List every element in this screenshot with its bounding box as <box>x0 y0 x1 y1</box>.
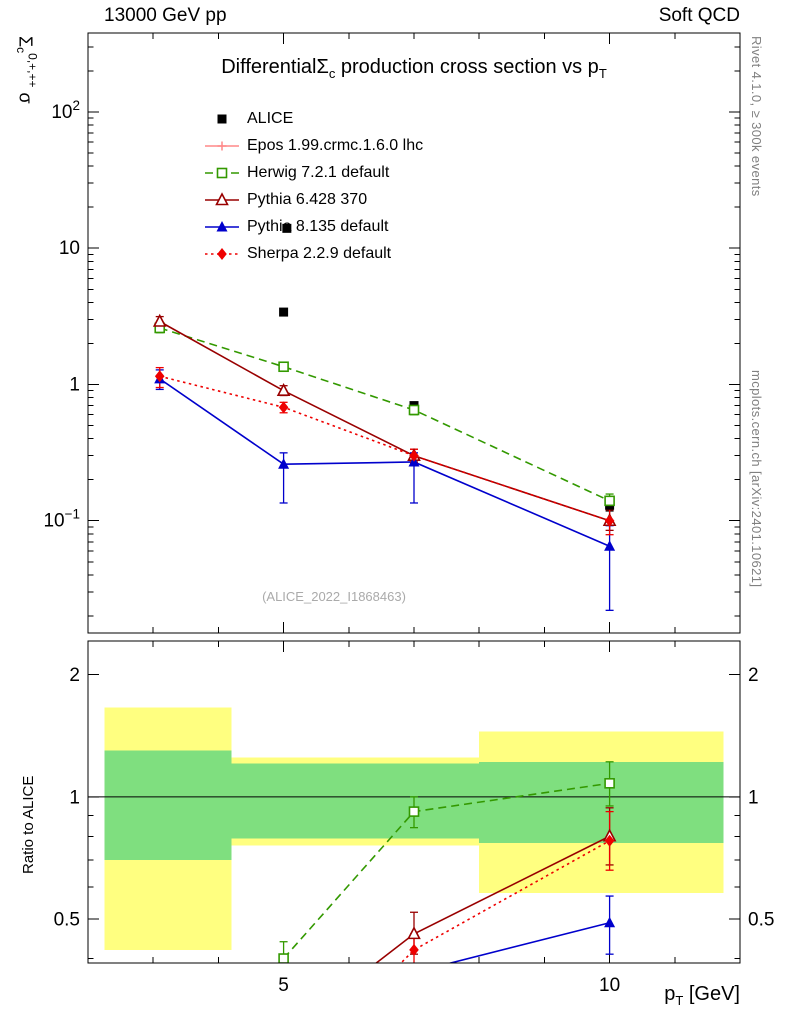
axis-ticks <box>88 33 740 963</box>
y-axis-label: Σc0,+,++ σ <box>14 36 40 104</box>
ratio-series <box>278 761 617 963</box>
ratio-tick-label-right: 0.5 <box>748 910 774 931</box>
legend-marker-cross-open <box>205 141 239 150</box>
ratio-tick-label-left: 0.5 <box>54 910 80 931</box>
y-tick-label: 10 <box>59 238 80 259</box>
x-tick-label: 10 <box>599 975 620 996</box>
legend-marker-diamond-filled <box>205 247 239 260</box>
ratio-tick-label-right: 1 <box>748 787 759 808</box>
legend-marker-square-filled <box>217 114 227 123</box>
process-group-label: Soft QCD <box>658 5 740 26</box>
tick-labels: 102 10 1 10−1 2 2 1 1 0.5 0.5 5 10 <box>43 98 774 996</box>
ratio-tick-label-left: 2 <box>69 665 80 686</box>
x-axis-label: pT [GeV] <box>664 983 740 1008</box>
legend-label: Pythia 8.135 default <box>247 217 389 235</box>
series-line <box>159 378 610 547</box>
plot-title: DifferentialΣc production cross section … <box>221 56 607 81</box>
inner-uncertainty-band <box>231 763 480 839</box>
inner-uncertainty-band <box>104 750 232 860</box>
main-plot-frame <box>87 32 741 634</box>
legend-item-herwig: Herwig 7.2.1 default <box>204 159 423 186</box>
series-line <box>447 921 610 963</box>
legend: ALICE Epos 1.99.crmc.1.6.0 lhc Herwig 7.2.… <box>204 105 423 267</box>
series-line <box>159 375 610 522</box>
legend-item-alice: ALICE <box>204 105 423 132</box>
ratio-tick-label-left: 1 <box>69 787 80 808</box>
legend-label: Epos 1.99.crmc.1.6.0 lhc <box>247 136 424 154</box>
y-tick-label: 1 <box>69 374 80 395</box>
legend-item-pythia: Pythia 8.135 default <box>204 213 423 240</box>
ratio-tick-label-right: 2 <box>748 665 759 686</box>
analysis-id-watermark: (ALICE_2022_I1868463) <box>262 589 406 604</box>
main-series <box>152 223 617 611</box>
y-tick-label: 102 <box>51 98 80 123</box>
legend-label: Sherpa 2.2.9 default <box>247 244 392 262</box>
legend-item-pythia: Pythia 6.428 370 <box>204 186 423 213</box>
x-tick-label: 5 <box>278 975 289 996</box>
legend-item-sherpa: Sherpa 2.2.9 default <box>204 240 423 267</box>
legend-item-epos: Epos 1.99.crmc.1.6.0 lhc <box>204 132 423 159</box>
legend-marker-triangle-open <box>205 191 239 205</box>
ratio-axis-label: Ratio to ALICE <box>20 775 37 874</box>
legend-label: ALICE <box>247 109 294 127</box>
ratio-uncertainty-bands <box>104 707 724 950</box>
legend-label: Herwig 7.2.1 default <box>247 163 390 181</box>
rivet-version-note: Rivet 4.1.0, ≥ 300k events <box>749 36 764 197</box>
legend-marker-square-open <box>205 167 239 178</box>
y-tick-label: 10−1 <box>43 507 80 532</box>
inner-uncertainty-band <box>479 761 724 844</box>
legend-label: Pythia 6.428 370 <box>247 190 368 208</box>
ratio-plot-frame <box>87 640 741 964</box>
beam-energy-label: 13000 GeV pp <box>104 5 227 26</box>
legend-marker-triangle-filled <box>205 220 239 231</box>
mcplots-attribution-note: mcplots.cern.ch [arXiv:2401.10621] <box>749 370 764 588</box>
series-line <box>159 320 610 522</box>
series-line <box>159 327 610 502</box>
